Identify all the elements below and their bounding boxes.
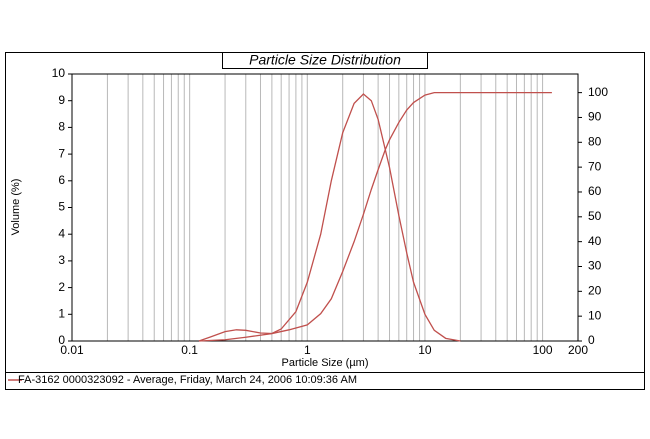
y2-tick-label: 10 xyxy=(588,308,602,322)
y2-tick-label: 70 xyxy=(588,159,602,173)
y2-tick-label: 0 xyxy=(588,333,595,347)
y2-tick-label: 80 xyxy=(588,134,602,148)
title-box xyxy=(222,52,428,69)
y2-tick-label: 60 xyxy=(588,184,602,198)
y2-tick-label: 50 xyxy=(588,209,602,223)
data-line xyxy=(198,93,461,342)
y2-tick-label: 100 xyxy=(588,85,608,99)
frame xyxy=(5,52,645,390)
y2-tick-label: 40 xyxy=(588,234,602,248)
y-axis-label: Volume (%) xyxy=(10,179,22,236)
legend-label: FA-3162 0000323092 - Average, Friday, Ma… xyxy=(18,374,357,386)
data-line xyxy=(198,91,552,342)
chart-title: Particle Size Distribution xyxy=(249,52,401,68)
x-axis-label: Particle Size (µm) xyxy=(281,357,368,369)
y-tick-label: 1 xyxy=(58,306,65,320)
y2-tick-label: 30 xyxy=(588,259,602,273)
y-tick-label: 6 xyxy=(58,173,65,187)
y-tick-label: 8 xyxy=(58,120,65,134)
x-tick-label: 1 xyxy=(304,343,311,357)
x-tick-label: 0.1 xyxy=(181,343,198,357)
y2-tick-label: 20 xyxy=(588,283,602,297)
y-tick-label: 10 xyxy=(52,66,66,80)
x-tick-label: 200 xyxy=(568,343,588,357)
y-tick-label: 4 xyxy=(58,226,65,240)
y-tick-label: 3 xyxy=(58,253,65,267)
plot-area xyxy=(71,73,579,342)
x-tick-label: 10 xyxy=(418,343,432,357)
x-tick-label: 0.01 xyxy=(60,343,84,357)
x-tick-label: 100 xyxy=(533,343,553,357)
y-tick-label: 2 xyxy=(58,280,65,294)
y-tick-label: 0 xyxy=(58,333,65,347)
y-tick-label: 9 xyxy=(58,93,65,107)
y2-tick-label: 90 xyxy=(588,110,602,124)
y-tick-label: 5 xyxy=(58,200,65,214)
y-tick-label: 7 xyxy=(58,146,65,160)
